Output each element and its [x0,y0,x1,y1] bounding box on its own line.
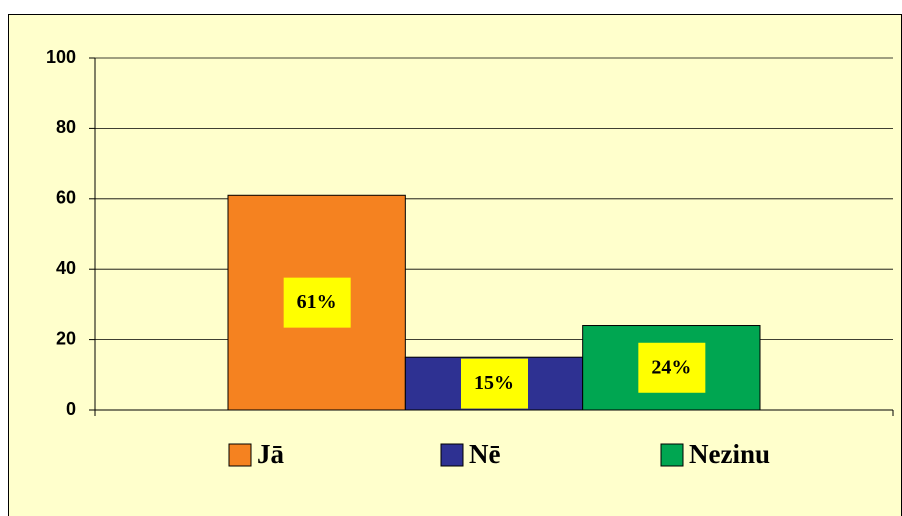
value-label-box [283,277,351,328]
legend-swatch [440,443,464,467]
value-label: 61% [297,291,337,313]
chart-background [8,14,902,516]
value-label-box [461,358,528,409]
y-tick-label: 40 [56,258,76,278]
y-tick-label: 100 [46,47,76,67]
value-label: 24% [651,356,691,378]
legend-swatch [228,443,252,467]
y-tick-label: 60 [56,188,76,208]
legend-label: Jā [257,439,285,469]
y-tick-label: 20 [56,328,76,348]
value-label: 15% [474,372,514,394]
legend-swatch [660,443,684,467]
y-tick-label: 0 [66,399,76,419]
value-label-box [638,342,706,393]
y-tick-label: 80 [56,117,76,137]
legend-label: Nezinu [689,439,770,469]
legend-label: Nē [469,439,500,469]
